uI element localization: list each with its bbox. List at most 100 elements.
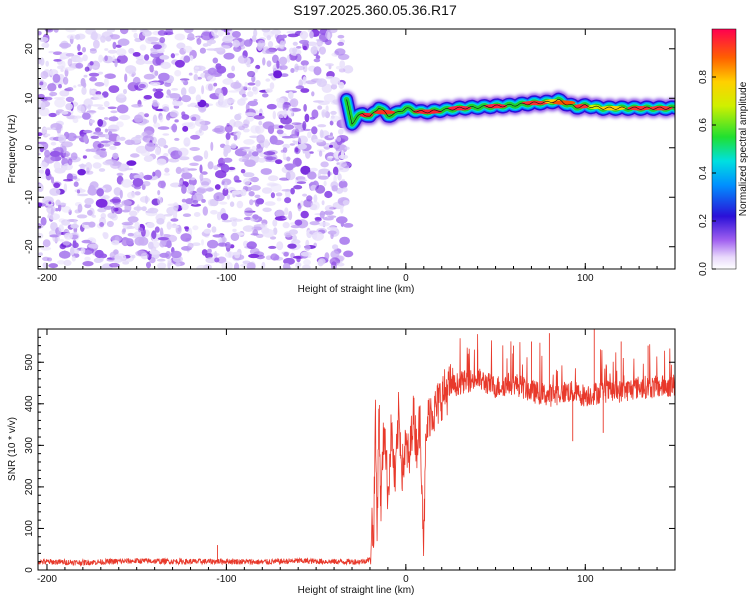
noise-blob [337,173,342,181]
noise-blob [182,125,189,132]
noise-blob [199,127,202,134]
noise-blob [278,125,284,129]
noise-blob [174,59,185,68]
noise-blob [119,189,123,199]
noise-blob [61,206,72,213]
noise-blob [302,76,307,85]
noise-blob [230,105,233,110]
noise-blob [327,170,331,177]
noise-blob [138,83,146,89]
noise-blob [121,209,130,213]
noise-blob [262,93,269,98]
noise-blob [194,66,200,70]
noise-blob [150,81,161,87]
noise-blob [44,149,51,158]
noise-blob [73,218,77,229]
noise-blob [232,218,243,222]
noise-blob [89,48,97,54]
noise-blob [340,205,344,214]
noise-blob [49,150,61,157]
noise-blob [340,150,345,159]
noise-blob [65,96,75,103]
noise-blob [80,247,86,255]
noise-blob [170,218,179,222]
ridge-peak [484,104,507,109]
noise-blob [121,221,134,226]
noise-blob [207,161,214,170]
noise-blob [133,174,145,180]
noise-blob [135,59,146,65]
noise-blob [201,249,208,256]
noise-blob [318,168,331,175]
noise-blob [294,65,305,71]
noise-blob [240,169,246,174]
noise-blob [39,36,49,43]
noise-blob [49,234,60,238]
noise-blob [336,262,345,267]
noise-blob [104,117,109,120]
noise-blob [93,131,104,135]
noise-blob [59,90,70,97]
noise-blob [262,228,275,238]
noise-blob [224,124,233,133]
noise-blob [250,218,255,221]
noise-blob [273,70,283,79]
noise-blob [48,50,55,54]
noise-blob [203,150,209,160]
noise-blob [276,241,284,251]
noise-blob [182,213,192,217]
noise-blob [229,244,235,249]
noise-blob [149,207,155,211]
noise-blob [90,89,96,95]
noise-blob [76,105,85,114]
noise-blob [81,239,93,244]
noise-blob [305,149,311,159]
noise-blob [112,152,119,160]
noise-blob [323,93,336,103]
noise-blob [179,180,183,186]
noise-blob [65,29,77,33]
noise-blob [172,210,178,219]
spectrogram-xtick-label: -200 [37,273,57,284]
noise-blob [216,195,220,200]
noise-blob [313,58,321,63]
noise-blob [321,83,333,94]
noise-blob [126,238,134,246]
noise-blob [110,110,118,114]
noise-blob [52,73,61,83]
noise-blob [302,193,308,197]
noise-blob [127,216,139,223]
noise-blob [343,250,354,258]
noise-blob [207,67,217,75]
snr-series-line [38,334,675,567]
noise-blob [274,45,284,49]
noise-blob [223,35,235,39]
noise-blob [313,100,324,103]
noise-blob [41,42,50,48]
noise-blob [174,69,182,77]
snr-xtick-label: -200 [37,574,57,585]
noise-blob [47,83,57,92]
noise-blob [214,250,218,260]
noise-blob [288,210,293,221]
noise-blob [42,196,54,205]
noise-blob [192,242,201,246]
noise-blob [220,213,229,221]
noise-blob [175,150,183,158]
noise-blob [338,81,345,89]
noise-blob [266,35,271,41]
noise-blob [94,82,105,87]
noise-blob [247,91,254,97]
noise-blob [233,134,238,141]
noise-blob [174,33,186,41]
noise-blob [336,136,342,142]
noise-blob [116,121,124,128]
noise-blob [281,34,288,39]
noise-blob [40,71,49,79]
noise-blob [50,207,54,216]
noise-blob [117,93,126,99]
noise-blob [270,192,275,199]
noise-blob [132,52,141,57]
noise-blob [116,172,124,176]
noise-blob [157,126,170,130]
